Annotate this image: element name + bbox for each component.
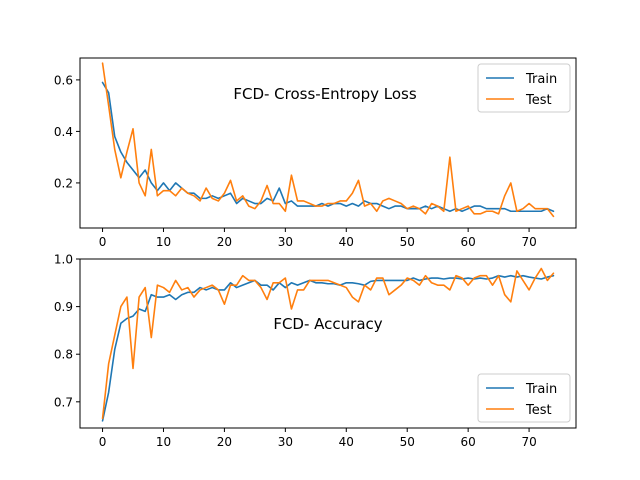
series-line-test [101, 267, 555, 420]
x-tick-label: 20 [217, 435, 232, 449]
x-tick-label: 10 [156, 435, 171, 449]
series-line-train [101, 274, 555, 422]
series-line-test [101, 62, 555, 218]
x-tick-label: 70 [521, 235, 536, 249]
legend-label-test: Test [525, 93, 552, 108]
legend-label-train: Train [525, 72, 557, 87]
legend-box [477, 63, 571, 113]
series-line-train [101, 81, 555, 213]
accuracy-chart-panel: 0 10 20 30 40 50 60 70 0.7 0.8 0.9 1.0 FCD- Accuracy… [54, 253, 577, 449]
y-tick-label: 0.2 [54, 176, 73, 190]
x-tick-label: 60 [461, 235, 476, 249]
legend-label-train: Train [525, 382, 557, 397]
x-tick-label: 40 [339, 235, 354, 249]
legend-label-test: Test [525, 403, 552, 418]
chart-title: FCD- Accuracy [273, 315, 382, 333]
x-tick-label: 60 [461, 435, 476, 449]
x-tick-label: 30 [278, 235, 293, 249]
legend: Train Test [477, 373, 571, 423]
legend: Train Test [477, 63, 571, 113]
y-tick-label: 0.9 [54, 300, 73, 314]
x-tick-label: 50 [400, 235, 415, 249]
chart-title: FCD- Cross-Entropy Loss [233, 85, 416, 103]
x-tick-label: 20 [217, 235, 232, 249]
legend-box [477, 373, 571, 423]
y-tick-label: 0.4 [54, 125, 73, 139]
axes-frame [79, 57, 577, 229]
x-tick-label: 70 [521, 435, 536, 449]
x-tick-label: 30 [278, 435, 293, 449]
y-tick-label: 1.0 [54, 253, 73, 267]
axes-frame [79, 258, 577, 429]
y-tick-label: 0.8 [54, 348, 73, 362]
y-tick-label: 0.7 [54, 395, 73, 409]
x-tick-label: 50 [400, 435, 415, 449]
loss-chart-panel: 0 10 20 30 40 50 60 70 0.2 0.4 0.6 FCD- Cross-Entro… [54, 57, 577, 249]
x-tick-label: 40 [339, 435, 354, 449]
x-tick-label: 0 [99, 235, 107, 249]
x-tick-label: 10 [156, 235, 171, 249]
x-tick-label: 0 [99, 435, 107, 449]
y-tick-label: 0.6 [54, 73, 73, 87]
